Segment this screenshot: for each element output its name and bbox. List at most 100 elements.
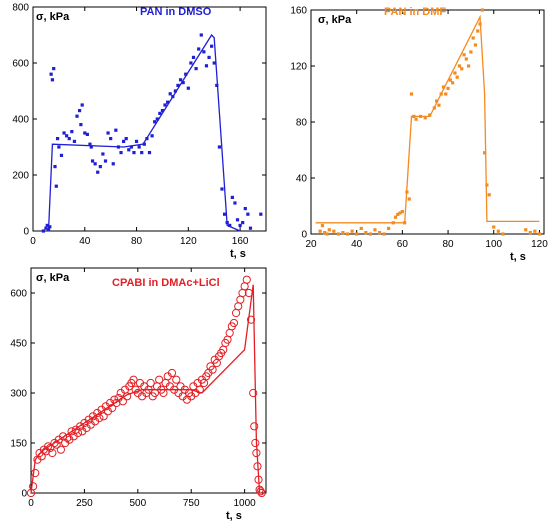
data-point — [111, 162, 115, 166]
data-point — [101, 152, 105, 156]
data-point — [194, 67, 198, 71]
y-tick-label: 400 — [12, 115, 29, 126]
x-tick-label: 60 — [397, 239, 409, 250]
data-point — [241, 221, 245, 225]
data-point — [184, 72, 188, 76]
data-point — [441, 85, 446, 89]
data-point — [178, 78, 183, 82]
y-tick-label: 0 — [301, 230, 307, 241]
data-point — [189, 61, 193, 65]
data-point — [387, 226, 391, 230]
data-point — [231, 308, 241, 318]
data-point — [225, 328, 234, 338]
data-point — [533, 229, 537, 233]
data-point — [460, 67, 464, 71]
data-point — [202, 50, 206, 54]
data-point — [160, 109, 165, 113]
data-point — [88, 142, 92, 146]
data-point — [537, 232, 542, 236]
data-point — [124, 137, 128, 141]
data-point — [212, 61, 216, 65]
data-point — [48, 448, 57, 458]
data-point — [172, 375, 181, 384]
data-point — [168, 92, 172, 96]
y-tick-label: 600 — [12, 59, 29, 70]
data-point — [256, 487, 265, 496]
fit-line — [47, 33, 241, 232]
x-tick-label: 0 — [30, 236, 36, 247]
data-point — [228, 223, 232, 227]
data-point — [467, 64, 471, 68]
data-point — [129, 375, 138, 384]
data-point — [96, 170, 100, 174]
data-point — [234, 302, 243, 311]
fit-line — [315, 14, 540, 224]
x-tick-label: 80 — [131, 236, 143, 247]
data-point — [99, 412, 108, 421]
data-point — [257, 488, 266, 497]
data-point — [222, 212, 227, 216]
x-tick-label: 0 — [28, 498, 34, 509]
chart-pan-dmf: 20 40 60 80 100 120 0 40 80 120 160 σ, kPa t, s PAN i… — [290, 6, 548, 264]
data-point — [248, 226, 253, 230]
y-tick-label: 80 — [296, 118, 308, 129]
data-point — [137, 145, 141, 149]
data-point — [89, 145, 93, 149]
data-point — [220, 187, 224, 191]
data-point — [469, 50, 473, 54]
plot-area — [41, 33, 263, 233]
data-point — [29, 482, 38, 491]
x-tick-label: 40 — [79, 236, 91, 247]
data-point — [79, 123, 83, 127]
data-point — [52, 67, 56, 71]
y-tick-label: 160 — [290, 6, 307, 17]
data-point — [250, 422, 259, 431]
data-point — [423, 116, 427, 120]
data-point — [166, 100, 170, 104]
data-point — [127, 148, 131, 152]
x-tick-label: 120 — [531, 239, 548, 250]
data-point — [90, 159, 95, 163]
data-point — [446, 86, 450, 90]
data-point — [233, 201, 237, 205]
data-point — [204, 64, 209, 68]
data-point — [451, 81, 455, 85]
data-point — [85, 132, 89, 136]
data-point — [483, 151, 487, 155]
data-point — [373, 228, 377, 232]
data-point — [400, 210, 404, 214]
data-point — [80, 103, 84, 107]
data-point — [496, 229, 500, 233]
data-point — [238, 223, 242, 227]
data-point — [146, 378, 155, 388]
data-point — [409, 92, 414, 96]
data-point — [31, 468, 40, 478]
data-point — [129, 145, 133, 149]
data-point — [114, 128, 118, 132]
data-point — [181, 81, 185, 85]
data-point — [364, 231, 368, 235]
data-point — [236, 295, 245, 304]
data-point — [453, 71, 457, 75]
y-tick-label: 120 — [290, 62, 307, 73]
data-point — [473, 43, 478, 47]
data-point — [249, 388, 258, 398]
data-point — [336, 232, 341, 236]
data-point — [153, 120, 157, 124]
data-point — [524, 228, 528, 232]
data-point — [41, 229, 45, 233]
data-point — [147, 151, 152, 155]
data-point — [167, 368, 177, 378]
data-point — [43, 442, 53, 451]
data-point — [75, 114, 79, 118]
data-point — [217, 145, 221, 149]
data-point — [106, 131, 110, 135]
data-point — [350, 229, 354, 233]
data-point — [246, 212, 250, 216]
x-tick-label: 40 — [351, 239, 363, 250]
y-tick-label: 200 — [12, 171, 29, 182]
data-point — [341, 231, 345, 235]
data-point — [215, 83, 219, 87]
data-point — [396, 212, 400, 216]
data-point — [457, 64, 462, 68]
